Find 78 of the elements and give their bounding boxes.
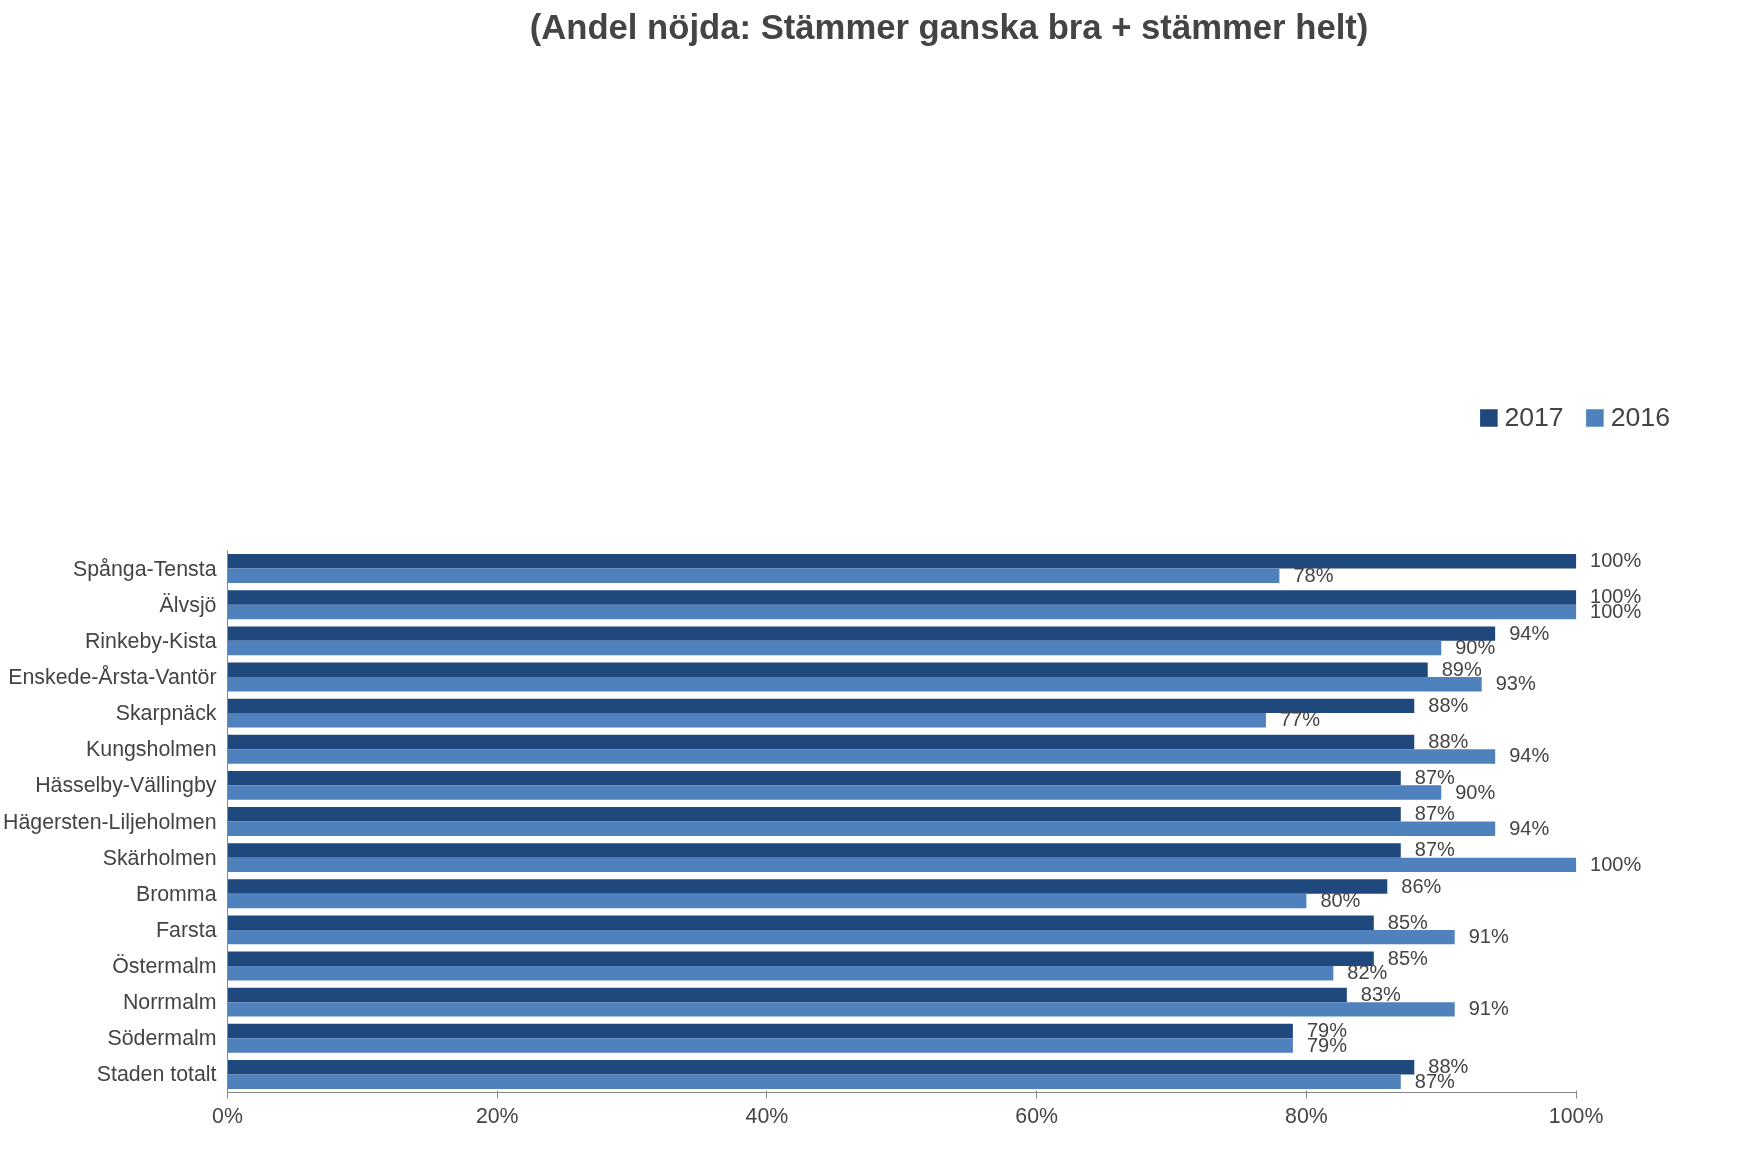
- bar: [227, 770, 1401, 786]
- x-tick-label: 20%: [475, 1103, 519, 1128]
- bar: [227, 966, 1334, 981]
- data-label: 85%: [1387, 946, 1429, 969]
- bar: [227, 879, 1388, 894]
- data-label: 100%: [1590, 549, 1642, 572]
- bar: [227, 698, 1415, 714]
- bar: [227, 987, 1347, 1003]
- bar: [227, 785, 1442, 800]
- bar: [227, 1074, 1401, 1089]
- data-label: 89%: [1441, 657, 1482, 680]
- y-tick-label: Norrmalm: [122, 990, 217, 1015]
- y-tick-label: Skarpnäck: [115, 701, 217, 726]
- y-tick-label: Enskede-Årsta-Vantör: [8, 664, 217, 689]
- y-tick-label: Farsta: [156, 917, 217, 942]
- bar: [227, 915, 1374, 930]
- x-tick-label: 100%: [1548, 1103, 1604, 1128]
- bar: [227, 676, 1482, 692]
- data-label: 94%: [1509, 621, 1550, 644]
- y-tick-label: Rinkeby-Kista: [84, 628, 217, 653]
- data-label: 85%: [1387, 910, 1429, 933]
- bar: [227, 749, 1496, 764]
- chart-title: (Andel nöjda: Stämmer ganska bra + stämmer helt): [529, 7, 1369, 46]
- data-label: 88%: [1428, 693, 1469, 716]
- data-label: 100%: [1590, 852, 1642, 875]
- x-tick-label: 0%: [212, 1103, 243, 1128]
- y-tick-label: Skärholmen: [102, 845, 217, 870]
- data-label: 91%: [1468, 997, 1509, 1020]
- data-label: 87%: [1414, 838, 1456, 861]
- data-label: 91%: [1468, 925, 1509, 948]
- bar: [227, 951, 1374, 967]
- bar: [227, 1023, 1293, 1039]
- bar: [227, 1038, 1293, 1053]
- y-tick-label: Bromma: [135, 881, 217, 906]
- data-label: 87%: [1414, 766, 1456, 789]
- data-label: 78%: [1293, 563, 1334, 586]
- bar: [227, 1059, 1415, 1075]
- bar: [227, 590, 1577, 605]
- data-label: 87%: [1414, 802, 1456, 825]
- bar: [227, 626, 1496, 641]
- bar: [227, 929, 1455, 945]
- data-label: 77%: [1279, 708, 1321, 731]
- x-tick-label: 60%: [1015, 1103, 1059, 1128]
- bar: [227, 734, 1415, 750]
- data-label: 93%: [1495, 672, 1536, 695]
- y-tick-label: Södermalm: [107, 1026, 217, 1051]
- data-label: 80%: [1320, 888, 1361, 911]
- x-tick-label: 40%: [745, 1103, 789, 1128]
- bar: [227, 857, 1577, 873]
- x-tick-label: 80%: [1285, 1103, 1328, 1128]
- y-tick-label: Hägersten-Liljeholmen: [3, 809, 217, 834]
- y-tick-label: Staden totalt: [96, 1062, 217, 1087]
- bar: [227, 893, 1307, 909]
- data-label: 86%: [1401, 874, 1442, 897]
- bar: [227, 1002, 1455, 1017]
- bar: [227, 640, 1442, 656]
- bar: [227, 604, 1577, 620]
- data-label: 90%: [1455, 636, 1496, 659]
- legend-label: 2017: [1504, 401, 1564, 433]
- bar: [227, 568, 1280, 584]
- y-tick-label: Kungsholmen: [86, 737, 217, 762]
- data-label: 90%: [1455, 780, 1496, 803]
- data-label: 83%: [1360, 982, 1402, 1005]
- y-tick-label: Älvsjö: [159, 592, 217, 617]
- data-label: 94%: [1509, 744, 1550, 767]
- y-tick-label: Spånga-Tensta: [73, 556, 217, 581]
- data-label: 82%: [1347, 961, 1388, 984]
- y-tick-label: Östermalm: [112, 954, 217, 979]
- legend-label: 2016: [1610, 401, 1670, 433]
- bar: [227, 662, 1428, 677]
- y-tick-label: Hässelby-Vällingby: [35, 773, 217, 798]
- bar: [227, 843, 1401, 858]
- bar: [227, 807, 1401, 822]
- bar: [227, 713, 1266, 728]
- bar: [227, 821, 1496, 836]
- data-label: 94%: [1509, 816, 1550, 839]
- data-label: 88%: [1428, 730, 1469, 753]
- bar: [227, 554, 1577, 569]
